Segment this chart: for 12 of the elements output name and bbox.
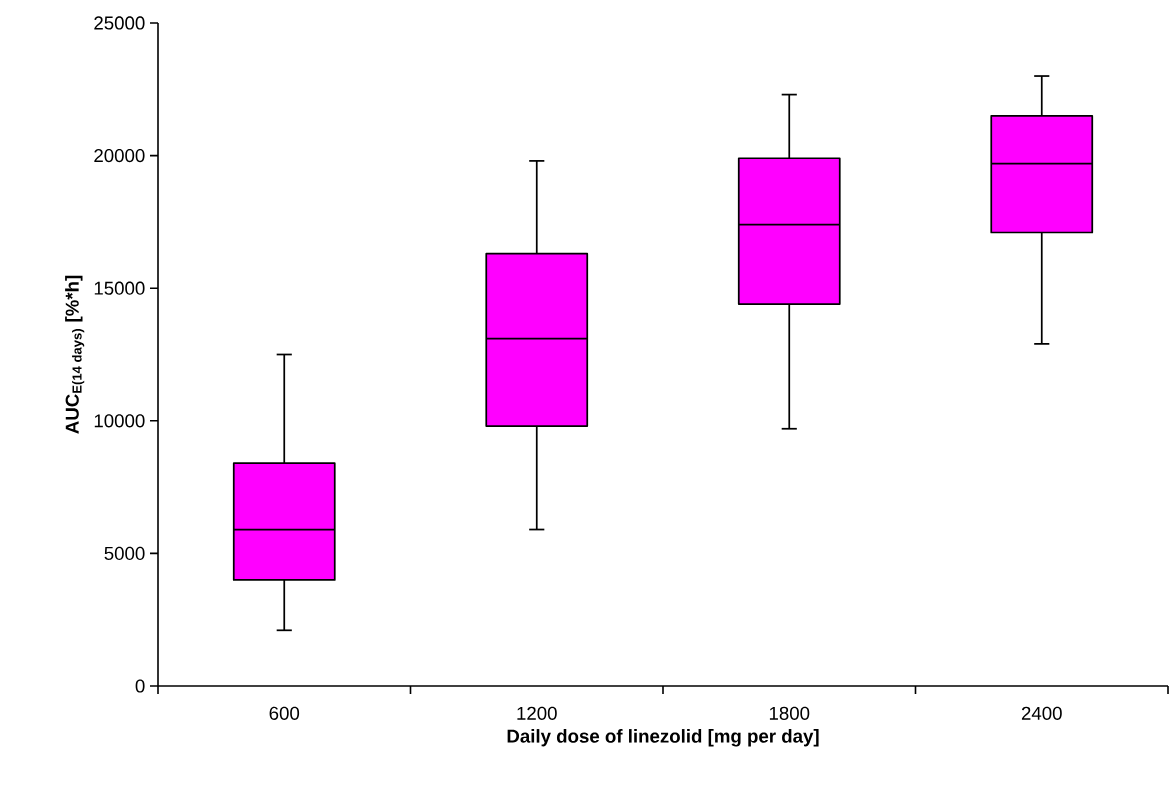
y-tick-label: 5000 — [104, 546, 145, 561]
y-tick-label: 10000 — [94, 414, 145, 428]
y-axis-title: $\textbf{AUC}_{\textbf{E(14 days)}}\textbf{ [\%*h]}$ — [65, 275, 85, 434]
x-tick-label: 600 — [269, 706, 300, 720]
y-tick-label: 20000 — [94, 148, 145, 163]
y-tick-label: 15000 — [94, 281, 145, 295]
x-tick-label: 2400 — [1021, 706, 1062, 720]
x-tick-label: 1200 — [517, 706, 557, 720]
x-tick-label: 1800 — [769, 706, 810, 720]
y-tick-label: 25000 — [94, 16, 145, 30]
x-axis-title: Daily dose of linezolid [mg per day] — [507, 729, 819, 747]
y-tick-label: 0 — [135, 679, 145, 693]
